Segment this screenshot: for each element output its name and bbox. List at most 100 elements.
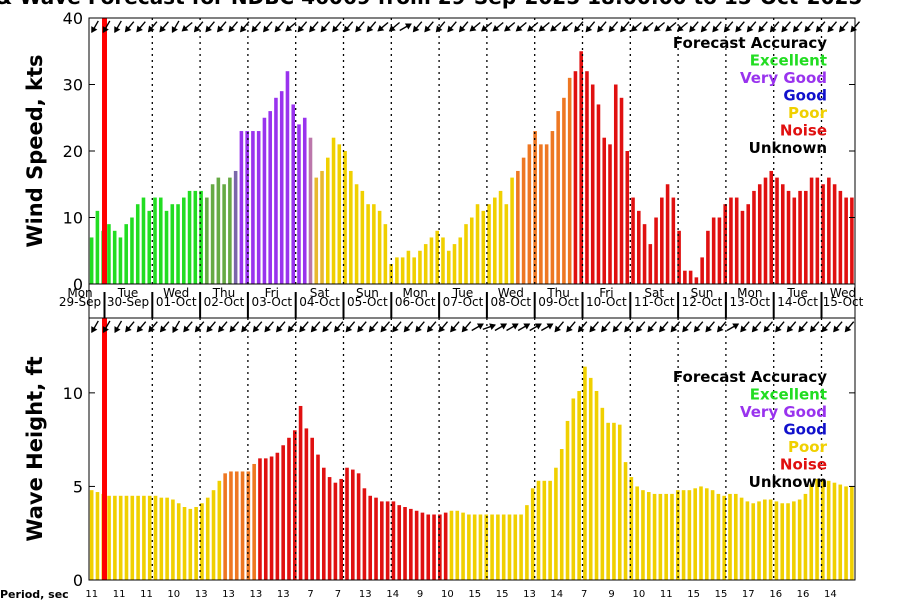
y-tick-label: 40: [63, 9, 83, 28]
bar-wind-113: [740, 210, 745, 284]
bar-wind-45: [349, 170, 353, 284]
direction-arrow: [426, 321, 437, 333]
period-value: 15: [496, 589, 509, 600]
direction-arrow: [705, 321, 715, 333]
bar-wind-4: [112, 230, 117, 284]
direction-arrow: [355, 21, 365, 33]
bar-wave-30: [263, 458, 268, 580]
bar-wave-25: [234, 471, 239, 580]
arrow-head: [124, 25, 132, 33]
bar-wave-121: [792, 501, 796, 580]
bar-wind-85: [579, 51, 583, 284]
wave-height-plot-frame: [88, 317, 856, 581]
direction-arrow: [781, 21, 791, 33]
bar-wind-121: [786, 190, 791, 284]
arrow-head: [274, 25, 282, 33]
arrow-head: [310, 325, 318, 333]
direction-arrow: [320, 21, 331, 33]
direction-arrow: [585, 21, 596, 33]
direction-arrow: [693, 321, 704, 333]
y-tick-label: 10: [63, 384, 83, 403]
arrow-head: [322, 325, 329, 333]
direction-arrow: [114, 20, 122, 34]
arrow-head: [804, 25, 811, 33]
direction-arrow: [368, 321, 379, 333]
legend-item-very-good: Very Good: [740, 403, 827, 421]
bar-wave-67: [478, 514, 483, 580]
arrow-head: [809, 325, 817, 333]
direction-arrow: [447, 21, 457, 33]
direction-arrow: [635, 321, 646, 333]
bar-wind-75: [521, 157, 526, 284]
day-label: Mon: [403, 286, 428, 300]
bar-wave-126: [821, 478, 825, 580]
period-value: 10: [441, 589, 454, 600]
direction-arrow: [461, 321, 472, 333]
direction-arrow: [682, 321, 692, 333]
direction-arrow: [839, 21, 849, 33]
bar-wind-0: [89, 237, 94, 284]
direction-arrow: [194, 321, 205, 333]
direction-arrow: [712, 21, 722, 33]
bar-wind-53: [395, 257, 399, 284]
bar-wind-97: [648, 244, 653, 284]
date-label: 03-Oct: [251, 295, 292, 309]
bar-wave-10: [147, 495, 152, 580]
arrow-head: [769, 25, 777, 33]
arrow-head: [566, 325, 573, 333]
bar-wave-49: [374, 497, 378, 580]
bar-wave-33: [281, 445, 285, 580]
arrow-head: [647, 325, 654, 333]
bar-wave-21: [211, 490, 216, 580]
arrow-head: [240, 25, 247, 33]
bar-wave-51: [385, 501, 390, 580]
arrow-head: [630, 24, 638, 32]
bar-wave-79: [548, 480, 552, 580]
bar-wind-108: [711, 217, 716, 284]
bar-wind-114: [746, 204, 751, 284]
arrow-head: [183, 325, 190, 333]
bar-wind-71: [498, 190, 503, 284]
bar-wave-14: [171, 499, 175, 580]
direction-arrow: [264, 321, 274, 333]
bar-wind-37: [302, 117, 307, 284]
date-label: 11-Oct: [634, 295, 675, 309]
arrow-head: [125, 325, 132, 333]
bar-wave-70: [496, 514, 500, 580]
bar-wave-97: [652, 493, 657, 580]
direction-arrow: [809, 321, 820, 333]
bar-wave-115: [757, 501, 761, 580]
arrow-head: [334, 325, 341, 333]
period-value: 10: [633, 589, 646, 600]
arrow-head: [792, 25, 800, 33]
direction-arrow: [700, 21, 711, 33]
direction-arrow: [469, 21, 481, 32]
direction-arrow: [608, 21, 619, 33]
arrow-head: [620, 25, 627, 33]
bar-wave-125: [815, 478, 819, 580]
bar-wind-26: [239, 131, 244, 284]
arrow-head: [276, 325, 283, 333]
arrow-head: [229, 325, 237, 333]
direction-arrow: [309, 21, 319, 33]
bar-wind-27: [245, 131, 249, 284]
bar-wave-45: [351, 469, 355, 580]
arrow-head: [511, 323, 519, 330]
arrow-head: [377, 24, 385, 32]
legend-item-good: Good: [783, 87, 827, 105]
arrow-head: [839, 25, 846, 33]
bar-wave-116: [763, 499, 767, 580]
arrow-head: [554, 325, 562, 333]
period-value: 13: [523, 589, 536, 600]
period-value: 17: [742, 589, 755, 600]
arrow-head: [746, 25, 754, 33]
direction-arrow: [218, 321, 228, 333]
arrow-head: [723, 25, 731, 33]
arrow-head: [147, 25, 155, 33]
bar-wind-91: [613, 84, 618, 284]
direction-arrow: [670, 321, 681, 333]
arrow-head: [91, 26, 98, 34]
period-value: 13: [359, 589, 372, 600]
arrow-head: [659, 325, 666, 333]
